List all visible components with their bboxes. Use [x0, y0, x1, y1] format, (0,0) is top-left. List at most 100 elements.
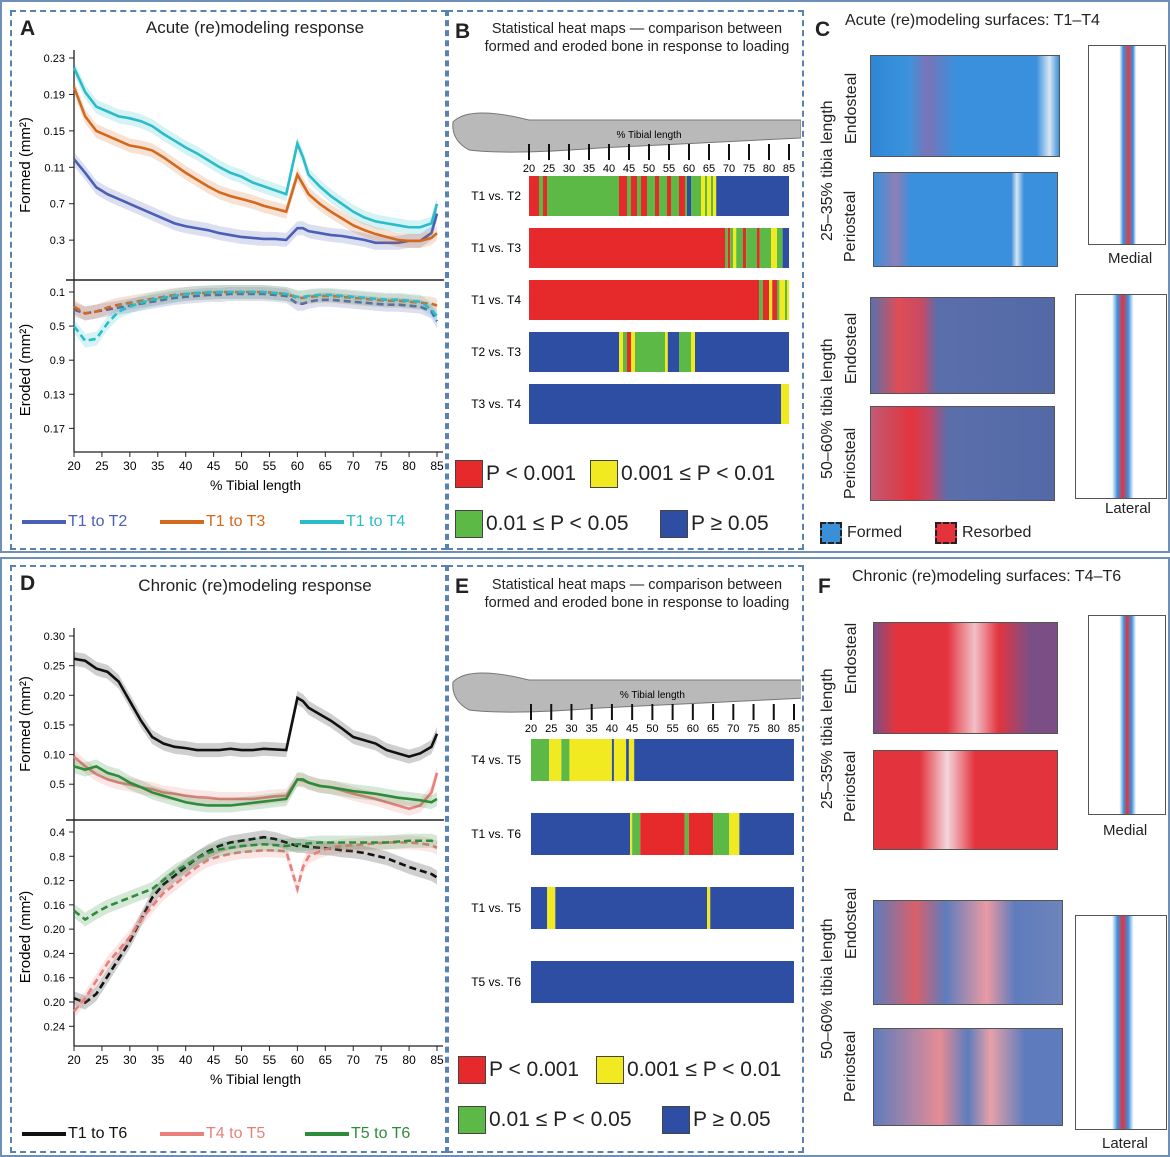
heat-row-label: T4 vs. T5 — [471, 753, 521, 767]
f-surface-peri-bottom — [873, 1028, 1063, 1126]
y-tick-label: 0.13 — [44, 389, 65, 401]
panel-label-d: D — [20, 572, 36, 595]
pkey-b-2: 0.001 ≤ P < 0.01 — [590, 460, 775, 488]
ruler-tick-label: 55 — [666, 723, 678, 735]
x-tick-label: 50 — [235, 459, 249, 473]
panel-label-a: A — [20, 17, 36, 40]
ruler-tick-label: 55 — [663, 163, 675, 175]
formed-band-3 — [74, 759, 437, 813]
y-tick-label: 0.10 — [44, 750, 65, 762]
heat-segment — [707, 887, 711, 929]
x-tick-label: 55 — [263, 1053, 277, 1067]
c-bone-medial — [1088, 45, 1166, 245]
heat-segment — [787, 280, 789, 320]
panel-label-e: E — [455, 575, 470, 598]
c-surface-peri-top — [873, 172, 1058, 267]
heat-segment — [701, 176, 705, 216]
f-region-top-label: 25–35% tibia length — [819, 668, 836, 809]
x-tick-label: 30 — [123, 1053, 137, 1067]
x-axis-label: % Tibial length — [210, 1071, 301, 1087]
y-tick-label: 0.23 — [44, 53, 65, 65]
ruler-tick-label: 25 — [543, 163, 555, 175]
y-tick-label: 0.12 — [44, 876, 65, 888]
heat-segment — [716, 176, 789, 216]
heat-segment — [637, 176, 641, 216]
heat-segment — [641, 176, 647, 216]
x-tick-label: 35 — [151, 1053, 165, 1067]
y-tick-label: 0.3 — [50, 235, 65, 247]
heat-segment — [729, 813, 740, 855]
y-tick-label: 0.5 — [50, 321, 65, 333]
legend-a-3: T1 to T4 — [300, 513, 405, 531]
heat-segment — [630, 813, 633, 855]
y-tick-label: 0.20 — [44, 690, 65, 702]
tibia-image — [452, 112, 801, 153]
eroded-line-3 — [72, 290, 439, 343]
panel-e-title: Statistical heat maps — comparison betwe… — [484, 577, 790, 611]
heat-segment — [725, 228, 728, 268]
c-legend-formed: Formed — [820, 522, 902, 544]
heat-row-label: T1 vs. T4 — [471, 293, 521, 307]
heat-segment — [655, 176, 659, 216]
panel-b-box — [447, 10, 804, 550]
f-surface-endo-bottom — [873, 900, 1063, 1005]
x-tick-label: 25 — [95, 459, 109, 473]
c-surface-endo-bottom — [870, 297, 1055, 394]
x-tick-label: 50 — [235, 1053, 249, 1067]
ruler-tick-label: 30 — [563, 163, 575, 175]
formed-line-1 — [72, 158, 439, 245]
formed-line-3 — [72, 67, 439, 229]
pkey-e-4: P ≥ 0.05 — [662, 1106, 771, 1134]
x-tick-label: 60 — [291, 459, 305, 473]
x-tick-label: 20 — [67, 459, 81, 473]
x-tick-label: 55 — [263, 459, 277, 473]
x-tick-label: 75 — [374, 1053, 388, 1067]
ruler-tick-label: 85 — [783, 163, 795, 175]
ruler-tick-label: 60 — [683, 163, 695, 175]
x-tick-label: 60 — [291, 1053, 305, 1067]
heat-segment — [547, 176, 619, 216]
legend-d-3: T5 to T6 — [305, 1125, 410, 1143]
c-surface-peri-bottom — [870, 406, 1055, 501]
pkey-e-3: 0.01 ≤ P < 0.05 — [458, 1106, 632, 1134]
heat-segment — [779, 280, 785, 320]
c-region-bottom-label: 50–60% tibia length — [819, 338, 836, 479]
chart-d: 0.30 0.25 0.20 0.15 0.10 0.5 0.4 0.8 0.12 0.16 0.2… — [17, 628, 444, 1087]
c-bone-lateral — [1075, 294, 1167, 499]
heat-segment — [628, 739, 635, 781]
y-tick-label: 0.5 — [50, 779, 65, 791]
panel-e-box — [447, 565, 804, 1153]
ruler-tick-label: 70 — [723, 163, 735, 175]
heat-segment — [713, 813, 730, 855]
x-tick-label: 65 — [319, 1053, 333, 1067]
x-axis-label: % Tibial length — [210, 477, 301, 493]
heat-row-label: T2 vs. T3 — [471, 345, 521, 359]
x-tick-label: 45 — [207, 1053, 221, 1067]
heat-segment — [561, 739, 570, 781]
heat-segment — [619, 332, 623, 372]
ruler-tick-label: 40 — [603, 163, 615, 175]
ruler-tick-label: 20 — [523, 163, 535, 175]
heat-row-label: T1 vs. T6 — [471, 827, 521, 841]
f-periosteal-label-1: Periosteal — [842, 750, 859, 822]
heat-segment — [687, 176, 691, 216]
heat-row-label: T1 vs. T5 — [471, 901, 521, 915]
heat-segment — [549, 739, 562, 781]
eroded-band-3 — [74, 833, 437, 927]
heatmap-b: % Tibial length 20 25 30 35 40 45 50 55 60 65 70 75 8… — [452, 112, 801, 424]
heat-segment — [539, 176, 543, 216]
heat-segment — [739, 813, 794, 855]
heat-segment — [547, 887, 556, 929]
c-endosteal-label-2: Endosteal — [843, 312, 860, 384]
heat-segment — [685, 176, 687, 216]
panel-f-title: Chronic (re)modeling surfaces: T4–T6 — [852, 568, 1122, 585]
eroded-band-2 — [74, 285, 437, 321]
y-tick-label: 0.16 — [44, 973, 65, 985]
heat-segment — [659, 176, 667, 216]
heat-segment — [613, 739, 627, 781]
heat-segment — [679, 176, 685, 216]
ruler-tick-label: 60 — [687, 723, 699, 735]
pkey-b-4: P ≥ 0.05 — [660, 510, 769, 538]
legend-a-2: T1 to T3 — [160, 513, 265, 531]
y-tick-label: 0.8 — [50, 851, 65, 863]
